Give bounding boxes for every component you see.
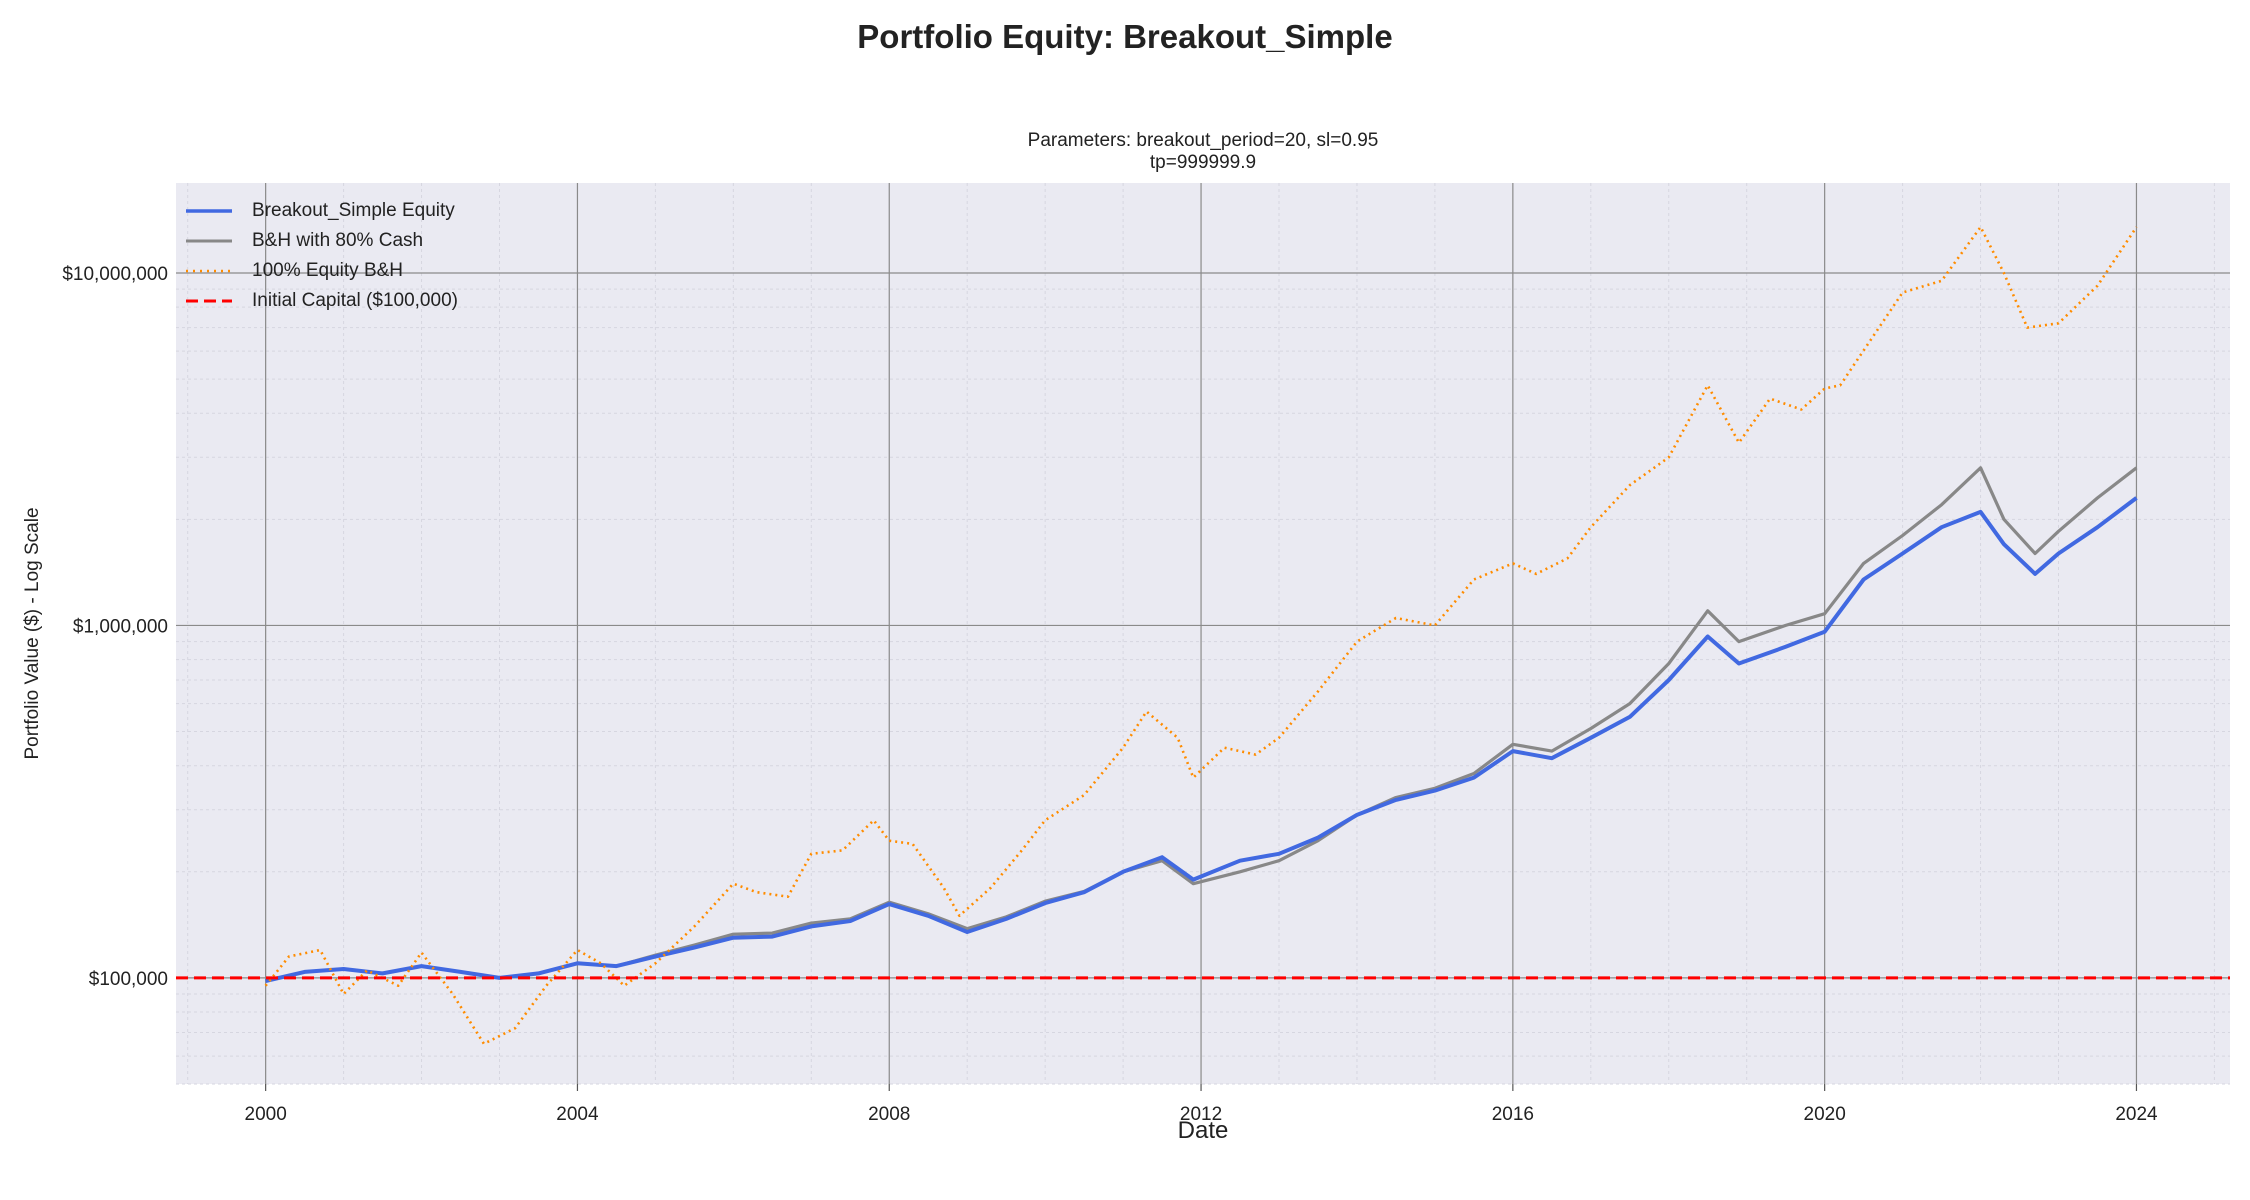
y-tick-label: $1,000,000 [73,616,168,637]
legend-label-equity100: 100% Equity B&H [252,260,404,281]
legend-label-bh80: B&H with 80% Cash [252,230,424,251]
series-line-strategy [265,496,2138,983]
subtitle-line-1: Parameters: breakout_period=20, sl=0.95 [1027,130,1379,151]
legend-label-strategy: Breakout_Simple Equity [252,200,455,221]
x-tick-label: 2020 [1804,1104,1846,1125]
y-tick-labels: $100,000 $1,000,000 $10,000,000 [62,264,168,990]
axes-subtitle: Parameters: breakout_period=20, sl=0.95 … [176,130,2230,174]
legend-item-strategy: Breakout_Simple Equity [186,196,458,226]
legend-item-initial: Initial Capital ($100,000) [186,286,458,316]
legend-swatch-initial [186,295,232,307]
y-tick-label: $100,000 [89,969,168,990]
legend-swatch-strategy [186,205,232,217]
x-tick-label: 2012 [1180,1104,1222,1125]
legend-swatch-bh80 [186,235,232,247]
legend-item-equity100: 100% Equity B&H [186,256,458,286]
legend-item-bh80: B&H with 80% Cash [186,226,458,256]
x-tick-label: 2004 [556,1104,599,1125]
series-layer [264,225,2138,1046]
x-tick-label: 2024 [2115,1104,2158,1125]
subtitle-line-2: tp=999999.9 [1149,152,1257,173]
legend-label-initial: Initial Capital ($100,000) [252,290,458,311]
x-tick-label: 2016 [1492,1104,1534,1125]
y-tick-label: $10,000,000 [62,264,168,285]
legend-swatch-equity100 [186,265,232,277]
plot-area [176,183,2230,1084]
x-tick-label: 2000 [245,1104,287,1125]
legend: Breakout_Simple Equity B&H with 80% Cash… [186,196,458,316]
minor-gridlines [176,183,2230,1085]
y-axis-label: Portfolio Value ($) - Log Scale [22,507,43,759]
x-axis-label: Date [1178,1117,1229,1144]
x-tick-label: 2008 [868,1104,910,1125]
x-tick-labels: 2000 2004 2008 2012 2016 2020 2024 [245,1084,2158,1125]
figure-suptitle: Portfolio Equity: Breakout_Simple [857,18,1393,55]
